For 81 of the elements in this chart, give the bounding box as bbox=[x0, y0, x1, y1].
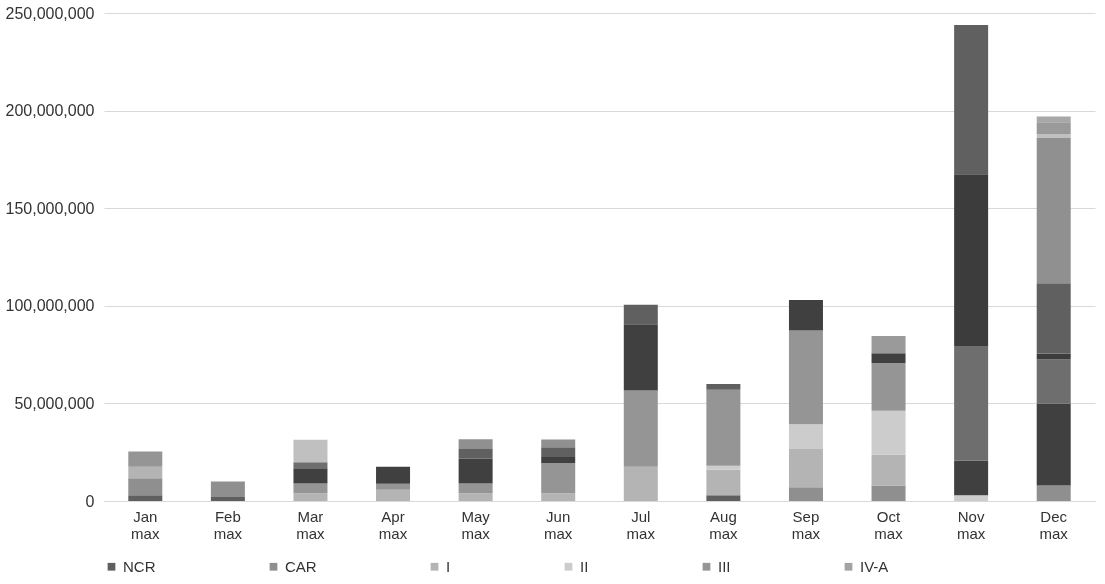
x-tick-label: Jan max bbox=[131, 507, 160, 542]
bar bbox=[541, 462, 576, 494]
bar bbox=[541, 439, 576, 448]
bar bbox=[293, 493, 328, 501]
bar bbox=[458, 449, 493, 459]
bar bbox=[954, 174, 989, 347]
bar bbox=[210, 481, 245, 498]
bar bbox=[376, 489, 411, 501]
bar bbox=[623, 390, 658, 467]
bar bbox=[623, 466, 658, 501]
y-tick-label: 200,000,000 bbox=[5, 102, 95, 120]
bar bbox=[1036, 283, 1071, 354]
bar bbox=[1036, 122, 1071, 135]
bar bbox=[293, 483, 328, 494]
y-tick-label: 100,000,000 bbox=[5, 297, 95, 315]
bar bbox=[293, 468, 328, 484]
bar bbox=[1036, 403, 1071, 486]
x-tick-label: May max bbox=[461, 507, 491, 542]
bar bbox=[458, 439, 493, 450]
bar bbox=[458, 458, 493, 484]
x-tick-label: Jun max bbox=[544, 507, 573, 542]
bar bbox=[623, 304, 658, 325]
bar bbox=[128, 451, 163, 467]
bar bbox=[1036, 359, 1071, 404]
bar bbox=[706, 465, 741, 470]
x-tick-label: Dec max bbox=[1039, 507, 1069, 542]
bar bbox=[788, 330, 823, 425]
bar bbox=[788, 424, 823, 450]
legend-label: IV-A bbox=[860, 557, 889, 575]
bar bbox=[623, 324, 658, 391]
bar bbox=[871, 454, 906, 486]
bar bbox=[210, 497, 245, 501]
bar bbox=[458, 493, 493, 501]
bar bbox=[128, 466, 163, 479]
legend-label: III bbox=[718, 557, 731, 575]
bar bbox=[871, 410, 906, 455]
legend-label: NCR bbox=[123, 557, 156, 575]
y-tick-label: 150,000,000 bbox=[5, 199, 95, 217]
x-tick-label: Sep max bbox=[791, 507, 821, 542]
bar bbox=[293, 462, 328, 469]
bar bbox=[871, 485, 906, 501]
bar bbox=[376, 483, 411, 490]
bar bbox=[954, 346, 989, 461]
legend-label: CAR bbox=[285, 557, 317, 575]
bar bbox=[128, 495, 163, 501]
bar bbox=[1036, 137, 1071, 284]
x-tick-label: Aug max bbox=[709, 507, 739, 542]
bar bbox=[541, 493, 576, 501]
bar bbox=[458, 483, 493, 494]
bar bbox=[541, 457, 576, 463]
bar bbox=[954, 495, 989, 501]
x-tick-label: Mar max bbox=[296, 507, 326, 542]
bar bbox=[954, 24, 989, 175]
bar bbox=[954, 460, 989, 496]
x-tick-label: Apr max bbox=[378, 507, 408, 542]
y-tick-label: 0 bbox=[85, 492, 95, 510]
bar bbox=[706, 383, 741, 390]
x-tick-label: Feb max bbox=[213, 507, 243, 542]
bar bbox=[293, 439, 328, 463]
bar bbox=[1036, 116, 1071, 123]
legend-label: II bbox=[580, 557, 589, 575]
x-tick-label: Jul max bbox=[626, 507, 656, 542]
bar bbox=[788, 299, 823, 331]
y-tick-label: 250,000,000 bbox=[5, 4, 95, 22]
bar bbox=[788, 487, 823, 501]
bar bbox=[376, 466, 411, 484]
legend-label: I bbox=[446, 557, 451, 575]
y-tick-label: 50,000,000 bbox=[14, 394, 95, 412]
bar bbox=[1036, 134, 1071, 138]
bar bbox=[541, 447, 576, 458]
bar bbox=[706, 389, 741, 466]
bar bbox=[1036, 485, 1071, 501]
x-tick-label: Nov max bbox=[956, 507, 986, 542]
bar bbox=[788, 449, 823, 488]
bar bbox=[871, 336, 906, 354]
bar bbox=[871, 362, 906, 411]
bar bbox=[706, 495, 741, 501]
x-tick-label: Oct max bbox=[874, 507, 904, 542]
bar bbox=[128, 478, 163, 496]
bar bbox=[706, 469, 741, 496]
bar bbox=[871, 353, 906, 363]
